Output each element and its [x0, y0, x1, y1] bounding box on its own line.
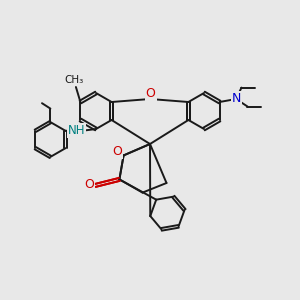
Text: N: N [232, 92, 242, 105]
Text: O: O [84, 178, 94, 191]
Text: NH: NH [68, 124, 86, 137]
Text: CH₃: CH₃ [64, 75, 83, 85]
Text: O: O [146, 87, 155, 100]
Text: O: O [112, 145, 122, 158]
